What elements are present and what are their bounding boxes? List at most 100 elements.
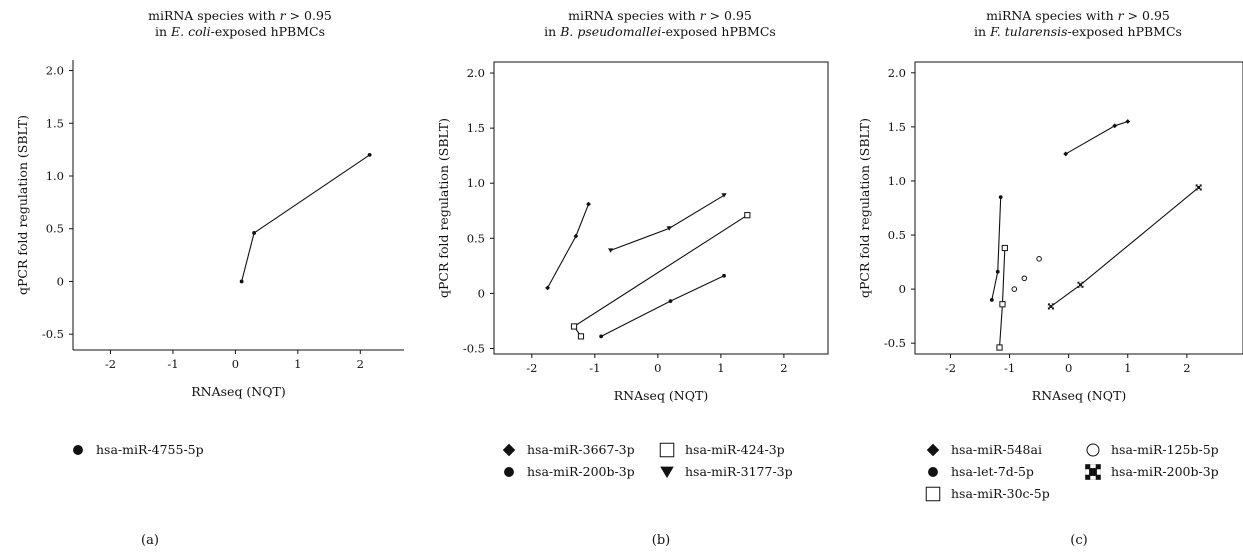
diamond-marker — [586, 201, 591, 207]
square-marker — [659, 442, 675, 458]
legend: hsa-miR-548ai hsa-miR-125b-5p hsa-let-7d-5… — [925, 442, 1219, 502]
cross-square-notch — [1079, 286, 1082, 288]
diamond-marker — [545, 285, 550, 291]
x-tick-label: -2 — [945, 361, 956, 375]
legend-label: hsa-miR-30c-5p — [951, 486, 1050, 501]
series-line — [573, 214, 748, 337]
title-text-span: in — [974, 24, 990, 39]
x-axis-label: RNAseq (NQT) — [1032, 388, 1126, 403]
cross-square-notch — [1195, 186, 1198, 189]
panel-label: (b) — [652, 533, 670, 548]
square-marker — [744, 212, 751, 219]
cross-square-notch — [1079, 281, 1082, 284]
legend-item: hsa-miR-424-3p — [659, 442, 785, 458]
cross-square-marker — [1085, 464, 1101, 480]
open-circle-marker — [1021, 275, 1028, 282]
series-line — [610, 194, 725, 251]
cross-square-notch — [1081, 283, 1084, 286]
circle-marker — [989, 298, 994, 302]
x-tick-label: 0 — [232, 357, 239, 371]
legend-label: hsa-let-7d-5p — [951, 464, 1034, 479]
title-text-span: -exposed hPBMCs — [661, 24, 775, 39]
series-line — [600, 275, 725, 337]
circle-marker — [668, 299, 673, 304]
title-text-span: miRNA species with — [148, 8, 280, 23]
cross-square-body — [1077, 281, 1084, 288]
circle-marker — [599, 334, 604, 339]
legend-item: hsa-miR-3177-3p — [660, 464, 793, 479]
chart-title-line: miRNA species with r > 0.95 — [986, 8, 1170, 23]
triangle-marker — [721, 193, 727, 198]
y-tick-label: 1.0 — [888, 174, 906, 188]
x-axis-label: RNAseq (NQT) — [191, 384, 285, 399]
series-hsa-let-7d-5p — [989, 195, 1003, 302]
x-tick-label: -1 — [167, 357, 178, 371]
x-tick-label: -1 — [589, 361, 600, 375]
chart-title-line: in F. tularensis-exposed hPBMCs — [974, 24, 1182, 39]
y-axis-label: qPCR fold regulation (SBLT) — [857, 118, 872, 298]
cross-square-notch — [1052, 305, 1054, 308]
legend-item: hsa-miR-548ai — [926, 442, 1042, 457]
series-line — [1050, 187, 1200, 307]
circle-marker — [504, 467, 514, 477]
circle-marker — [998, 195, 1003, 200]
circle-marker — [367, 153, 372, 157]
title-text-span: B. pseudomallei — [559, 24, 661, 39]
title-text-span: r — [700, 8, 707, 23]
cross-square-notch — [1085, 469, 1090, 475]
square-marker — [1001, 244, 1008, 252]
open-circle-marker — [1011, 286, 1018, 292]
y-tick-label: 0.5 — [888, 228, 906, 242]
diamond-marker — [1063, 151, 1069, 157]
title-text-span: r — [1118, 8, 1125, 23]
legend-item: hsa-miR-125b-5p — [1086, 442, 1219, 457]
series-hsa-miR-30c-5p — [996, 244, 1008, 351]
series-line — [1065, 120, 1128, 155]
title-text-span: -exposed hPBMCs — [1068, 24, 1182, 39]
plot-frame — [914, 61, 1243, 355]
cross-square-notch — [1090, 475, 1096, 480]
x-tick-label: -1 — [1004, 361, 1015, 375]
cross-square-notch — [1049, 307, 1052, 310]
legend: hsa-miR-4755-5p — [73, 442, 204, 457]
series-hsa-miR-3177-3p — [607, 193, 727, 253]
y-tick-label: 0 — [899, 282, 906, 296]
x-tick-label: 0 — [654, 361, 661, 375]
title-text-span: > 0.95 — [286, 8, 332, 23]
title-text-span: -exposed hPBMCs — [211, 24, 325, 39]
series-line — [547, 203, 590, 289]
cross-square-notch — [1197, 188, 1200, 191]
legend-item: hsa-miR-4755-5p — [73, 442, 204, 457]
series-hsa-miR-125b-5p — [1011, 256, 1042, 292]
x-tick-label: 1 — [1124, 361, 1131, 375]
title-text-span: in — [544, 24, 560, 39]
y-tick-label: -0.5 — [884, 336, 906, 350]
series-hsa-miR-548ai — [1063, 119, 1131, 157]
title-text-span: > 0.95 — [706, 8, 752, 23]
y-tick-label: -0.5 — [42, 327, 64, 341]
square-marker — [996, 344, 1003, 351]
cross-square-marker — [1195, 184, 1202, 191]
series-line — [241, 154, 370, 282]
chart-title-line: miRNA species with r > 0.95 — [568, 8, 752, 23]
cross-square-notch — [1197, 184, 1200, 186]
open-circle-marker — [1036, 256, 1042, 262]
y-tick-label: -0.5 — [463, 341, 485, 355]
title-text-span: in — [155, 24, 171, 39]
x-tick-label: 2 — [357, 357, 364, 371]
legend-label: hsa-miR-200b-3p — [527, 464, 635, 479]
y-tick-label: 1.5 — [888, 120, 906, 134]
y-tick-label: 1.0 — [46, 169, 64, 183]
cross-square-marker — [1077, 281, 1084, 288]
legend-label: hsa-miR-200b-3p — [1111, 464, 1219, 479]
legend-item: hsa-miR-200b-3p — [504, 464, 635, 479]
square-marker — [999, 301, 1006, 308]
cross-square-body — [1195, 184, 1202, 191]
square-marker — [925, 486, 941, 502]
y-tick-label: 2.0 — [888, 66, 906, 80]
series-hsa-miR-3667-3p — [545, 201, 591, 291]
series-hsa-miR-200b-3p — [1047, 184, 1202, 310]
legend-label: hsa-miR-548ai — [951, 442, 1042, 457]
circle-marker — [995, 269, 1000, 274]
